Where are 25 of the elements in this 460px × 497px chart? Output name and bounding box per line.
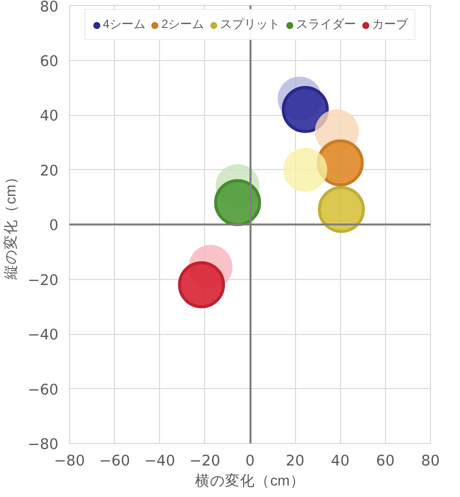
legend-label: 4シーム — [102, 16, 146, 33]
x-tick-label: 40 — [330, 452, 350, 470]
x-tick-label: 80 — [421, 452, 440, 470]
x-axis-title: 横の変化（cm） — [195, 472, 305, 490]
x-tick-label: −40 — [144, 452, 176, 470]
y-tick-label: −40 — [28, 326, 59, 344]
x-tick-label: 60 — [376, 452, 395, 470]
legend-label: 2シーム — [162, 16, 204, 33]
x-tick-label: −80 — [54, 452, 85, 470]
legend-label: スライダー — [296, 16, 356, 33]
y-tick-label: 0 — [49, 217, 59, 234]
x-tick-label: −60 — [99, 452, 130, 470]
y-tick-label: −80 — [28, 436, 59, 453]
y-tick-label: 40 — [40, 108, 59, 124]
legend-label: カーブ — [372, 16, 408, 33]
y-tick-label: −60 — [28, 381, 59, 398]
y-tick-label: 20 — [40, 162, 59, 180]
x-tick-label: 0 — [245, 452, 255, 470]
y-tick-label: 60 — [40, 52, 59, 70]
y-tick-label: −20 — [28, 272, 59, 289]
legend-label: スプリット — [220, 16, 280, 33]
x-tick-label: 20 — [286, 452, 304, 470]
y-axis-title: 縦の変化（cm） — [2, 170, 20, 280]
y-tick-label: 80 — [40, 0, 59, 16]
x-tick-label: −20 — [189, 452, 220, 470]
